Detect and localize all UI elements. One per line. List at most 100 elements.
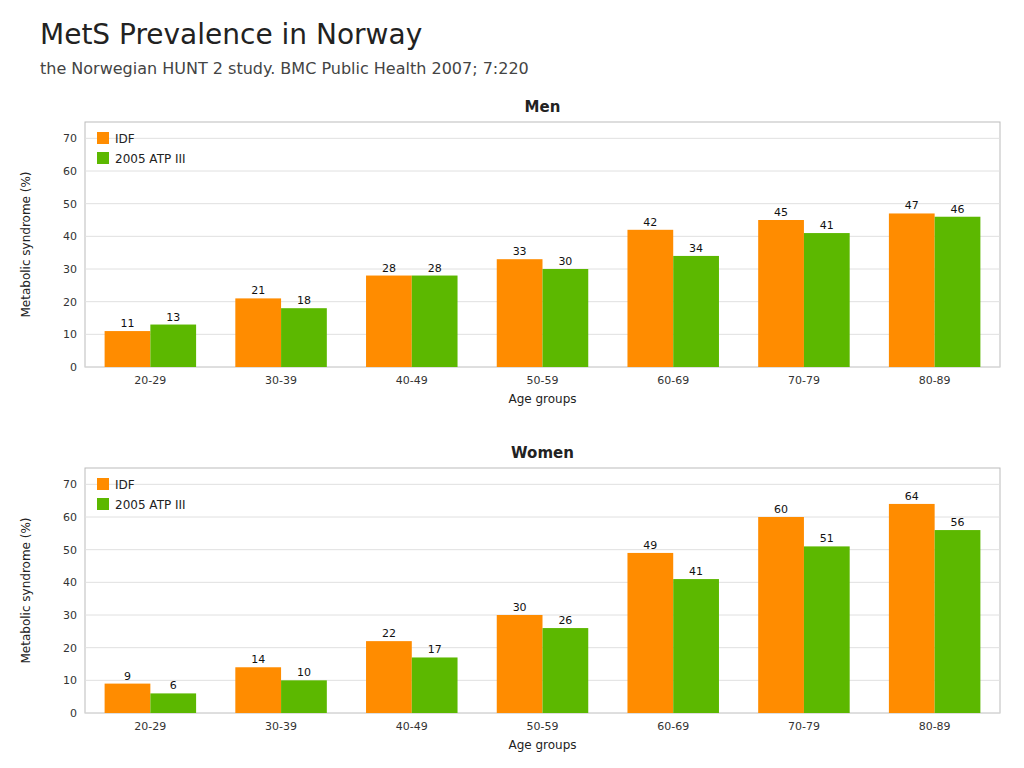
x-tick-label: 60-69 bbox=[657, 374, 689, 387]
bar bbox=[150, 325, 196, 367]
data-label: 46 bbox=[951, 203, 965, 216]
plot-frame bbox=[85, 468, 1000, 713]
bar bbox=[673, 579, 719, 713]
x-tick-label: 40-49 bbox=[396, 374, 428, 387]
x-tick-label: 50-59 bbox=[527, 374, 559, 387]
legend-label: 2005 ATP III bbox=[115, 498, 186, 512]
legend: IDF 2005 ATP III bbox=[97, 132, 186, 166]
y-axis-label: Metabolic syndrome (%) bbox=[19, 517, 33, 663]
bar bbox=[935, 217, 981, 367]
grid-line bbox=[85, 203, 1000, 204]
data-label: 17 bbox=[428, 643, 442, 656]
bar bbox=[105, 331, 151, 367]
panel: Women01020304050607091422304960646101726… bbox=[19, 444, 1000, 752]
grid-line bbox=[85, 549, 1000, 550]
data-labels: 91422304960646101726415156 bbox=[124, 490, 965, 692]
y-tick-label: 10 bbox=[63, 328, 77, 341]
plot-frame bbox=[85, 122, 1000, 367]
y-tick-label: 50 bbox=[63, 198, 77, 211]
x-axis-label: Age groups bbox=[508, 392, 576, 406]
bar bbox=[150, 693, 196, 713]
data-label: 11 bbox=[120, 317, 134, 330]
background bbox=[0, 0, 1024, 768]
data-label: 21 bbox=[251, 284, 265, 297]
grid-line bbox=[85, 582, 1000, 583]
legend-swatch bbox=[97, 498, 109, 510]
y-tick-label: 70 bbox=[63, 132, 77, 145]
y-tick-label: 10 bbox=[63, 674, 77, 687]
bar bbox=[497, 615, 543, 713]
bar bbox=[235, 298, 281, 367]
y-tick-label: 40 bbox=[63, 576, 77, 589]
data-label: 18 bbox=[297, 294, 311, 307]
bar bbox=[673, 256, 719, 367]
data-label: 51 bbox=[820, 532, 834, 545]
bar bbox=[627, 553, 673, 713]
grid-line bbox=[85, 517, 1000, 518]
x-tick-label: 70-79 bbox=[788, 720, 820, 733]
data-label: 14 bbox=[251, 653, 265, 666]
bar bbox=[627, 230, 673, 367]
y-tick-label: 60 bbox=[63, 165, 77, 178]
x-tick-label: 30-39 bbox=[265, 374, 297, 387]
x-tick-label: 60-69 bbox=[657, 720, 689, 733]
bar bbox=[412, 657, 458, 713]
bar bbox=[281, 308, 327, 367]
legend-swatch bbox=[97, 478, 109, 490]
data-label: 41 bbox=[820, 219, 834, 232]
bar bbox=[235, 667, 281, 713]
data-label: 26 bbox=[558, 614, 572, 627]
bar bbox=[543, 628, 589, 713]
data-label: 30 bbox=[558, 255, 572, 268]
grid-line bbox=[85, 484, 1000, 485]
y-tick-label: 0 bbox=[70, 707, 77, 720]
panel-title: Women bbox=[511, 444, 574, 462]
subtitle: the Norwegian HUNT 2 study. BMC Public H… bbox=[40, 59, 529, 78]
bar bbox=[105, 684, 151, 713]
y-tick-label: 50 bbox=[63, 544, 77, 557]
y-tick-label: 30 bbox=[63, 263, 77, 276]
data-label: 42 bbox=[643, 216, 657, 229]
y-tick-label: 20 bbox=[63, 296, 77, 309]
x-tick-label: 70-79 bbox=[788, 374, 820, 387]
data-label: 45 bbox=[774, 206, 788, 219]
data-label: 28 bbox=[428, 262, 442, 275]
y-axis-label: Metabolic syndrome (%) bbox=[19, 171, 33, 317]
y-tick-label: 0 bbox=[70, 361, 77, 374]
grid-line bbox=[85, 171, 1000, 172]
y-tick-label: 60 bbox=[63, 511, 77, 524]
bar bbox=[412, 276, 458, 367]
legend-swatch bbox=[97, 132, 109, 144]
legend-swatch bbox=[97, 152, 109, 164]
bar bbox=[889, 213, 935, 367]
x-tick-label: 20-29 bbox=[134, 374, 166, 387]
data-label: 56 bbox=[951, 516, 965, 529]
x-tick-label: 20-29 bbox=[134, 720, 166, 733]
bar bbox=[758, 220, 804, 367]
legend: IDF 2005 ATP III bbox=[97, 478, 186, 512]
bar bbox=[804, 546, 850, 713]
panel: Men0102030405060701121283342454713182830… bbox=[19, 98, 1000, 406]
data-label: 33 bbox=[513, 245, 527, 258]
grid-line bbox=[85, 236, 1000, 237]
legend-label: IDF bbox=[115, 478, 135, 492]
y-tick-label: 70 bbox=[63, 478, 77, 491]
data-label: 49 bbox=[643, 539, 657, 552]
x-axis-label: Age groups bbox=[508, 738, 576, 752]
data-label: 6 bbox=[170, 679, 177, 692]
data-label: 10 bbox=[297, 666, 311, 679]
bars bbox=[105, 504, 981, 713]
chart-root: MetS Prevalence in Norway the Norwegian H… bbox=[0, 0, 1024, 768]
y-tick-label: 40 bbox=[63, 230, 77, 243]
data-label: 13 bbox=[166, 311, 180, 324]
bar bbox=[366, 641, 412, 713]
x-tick-label: 80-89 bbox=[919, 720, 951, 733]
data-label: 22 bbox=[382, 627, 396, 640]
data-label: 41 bbox=[689, 565, 703, 578]
title: MetS Prevalence in Norway bbox=[40, 18, 422, 51]
legend-label: IDF bbox=[115, 132, 135, 146]
data-label: 30 bbox=[513, 601, 527, 614]
bar bbox=[543, 269, 589, 367]
legend-label: 2005 ATP III bbox=[115, 152, 186, 166]
y-tick-label: 30 bbox=[63, 609, 77, 622]
